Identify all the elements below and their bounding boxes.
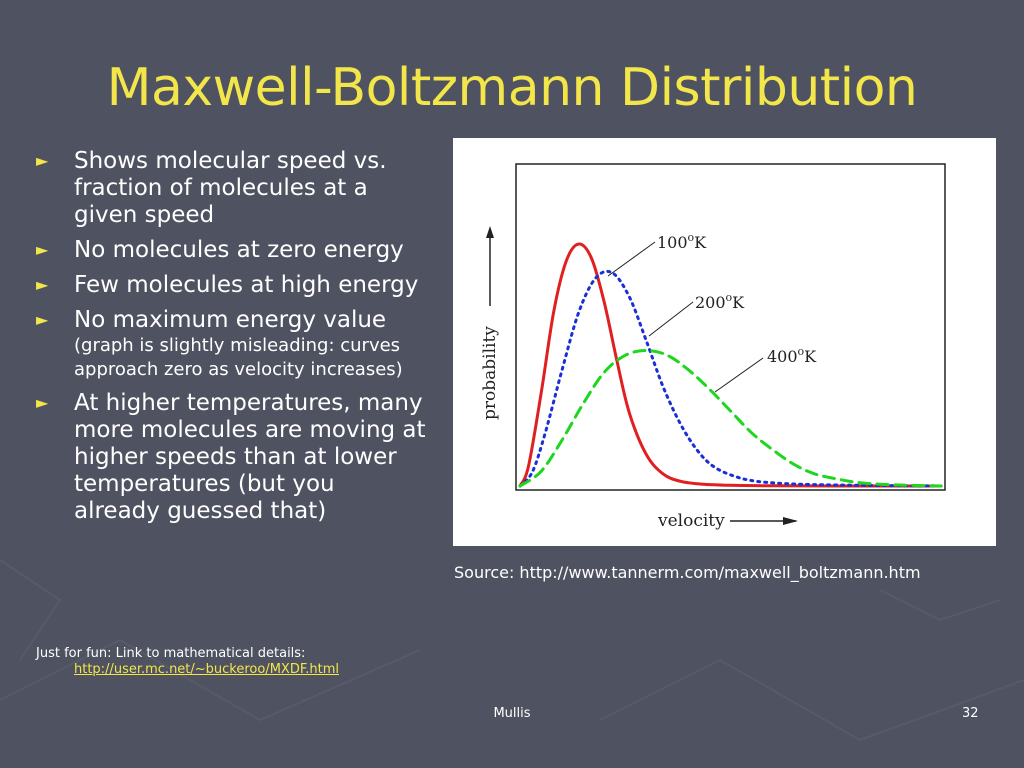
bullet-text: Few molecules at high energy <box>74 272 419 298</box>
series-line-400k <box>518 348 943 488</box>
bullet-subtext: (graph is slightly misleading: curves ap… <box>74 335 403 380</box>
series-label-200k-unit: K <box>732 293 745 312</box>
series-label-100k: 100oK <box>657 231 707 252</box>
series-group <box>518 242 943 488</box>
series-label-400k-unit: K <box>804 347 817 366</box>
mb-distribution-chart: probability velocity 100oK 200oK 400oK <box>480 163 946 531</box>
series-label-200k: 200oK <box>695 291 745 312</box>
page-number: 32 <box>962 706 979 721</box>
x-axis-arrowhead <box>783 517 798 525</box>
footer-author: Mullis <box>493 706 531 721</box>
label-leader-100k <box>607 241 656 277</box>
bullet-item: ► No maximum energy value (graph is slig… <box>36 307 426 382</box>
bullet-text: At higher temperatures, many more molecu… <box>74 390 426 524</box>
series-label-400k: 400oK <box>767 345 817 366</box>
chart-figure: probability velocity 100oK 200oK 400oK <box>453 138 996 546</box>
bullet-item: ► At higher temperatures, many more mole… <box>36 390 426 525</box>
bullet-item: ► No molecules at zero energy <box>36 237 426 264</box>
bullet-item: ► Few molecules at high energy <box>36 272 426 299</box>
triangle-bullet-icon: ► <box>36 310 49 329</box>
math-details-link[interactable]: http://user.mc.net/~buckeroo/MXDF.html <box>74 662 339 677</box>
triangle-bullet-icon: ► <box>36 393 49 412</box>
degree-symbol: o <box>726 291 733 304</box>
x-axis-label: velocity <box>657 511 725 531</box>
series-label-200k-temp: 200 <box>695 293 726 312</box>
slide-title: Maxwell-Boltzmann Distribution <box>106 58 918 118</box>
triangle-bullet-icon: ► <box>36 240 49 259</box>
series-label-400k-temp: 400 <box>767 347 798 366</box>
bullet-list: ► Shows molecular speed vs. fraction of … <box>36 148 426 533</box>
degree-symbol: o <box>798 345 805 358</box>
y-axis-label: probability <box>480 326 500 420</box>
y-axis-arrowhead <box>486 226 494 238</box>
degree-symbol: o <box>688 231 695 244</box>
series-label-100k-unit: K <box>694 233 707 252</box>
bullet-text: No molecules at zero energy <box>74 237 404 263</box>
series-label-100k-temp: 100 <box>657 233 688 252</box>
bullet-item: ► Shows molecular speed vs. fraction of … <box>36 148 426 229</box>
source-citation: Source: http://www.tannerm.com/maxwell_b… <box>454 563 921 582</box>
fun-note-text: Just for fun: Link to mathematical detai… <box>36 646 306 661</box>
bullet-text: No maximum energy value <box>74 307 387 333</box>
label-leader-200k <box>648 301 694 337</box>
triangle-bullet-icon: ► <box>36 275 49 294</box>
bullet-text: Shows molecular speed vs. fraction of mo… <box>74 148 387 228</box>
label-leader-400k <box>714 357 764 393</box>
triangle-bullet-icon: ► <box>36 151 49 170</box>
series-line-200k <box>518 269 943 488</box>
series-line-100k <box>518 242 943 488</box>
fun-note: Just for fun: Link to mathematical detai… <box>36 646 436 678</box>
plot-frame <box>515 163 946 491</box>
